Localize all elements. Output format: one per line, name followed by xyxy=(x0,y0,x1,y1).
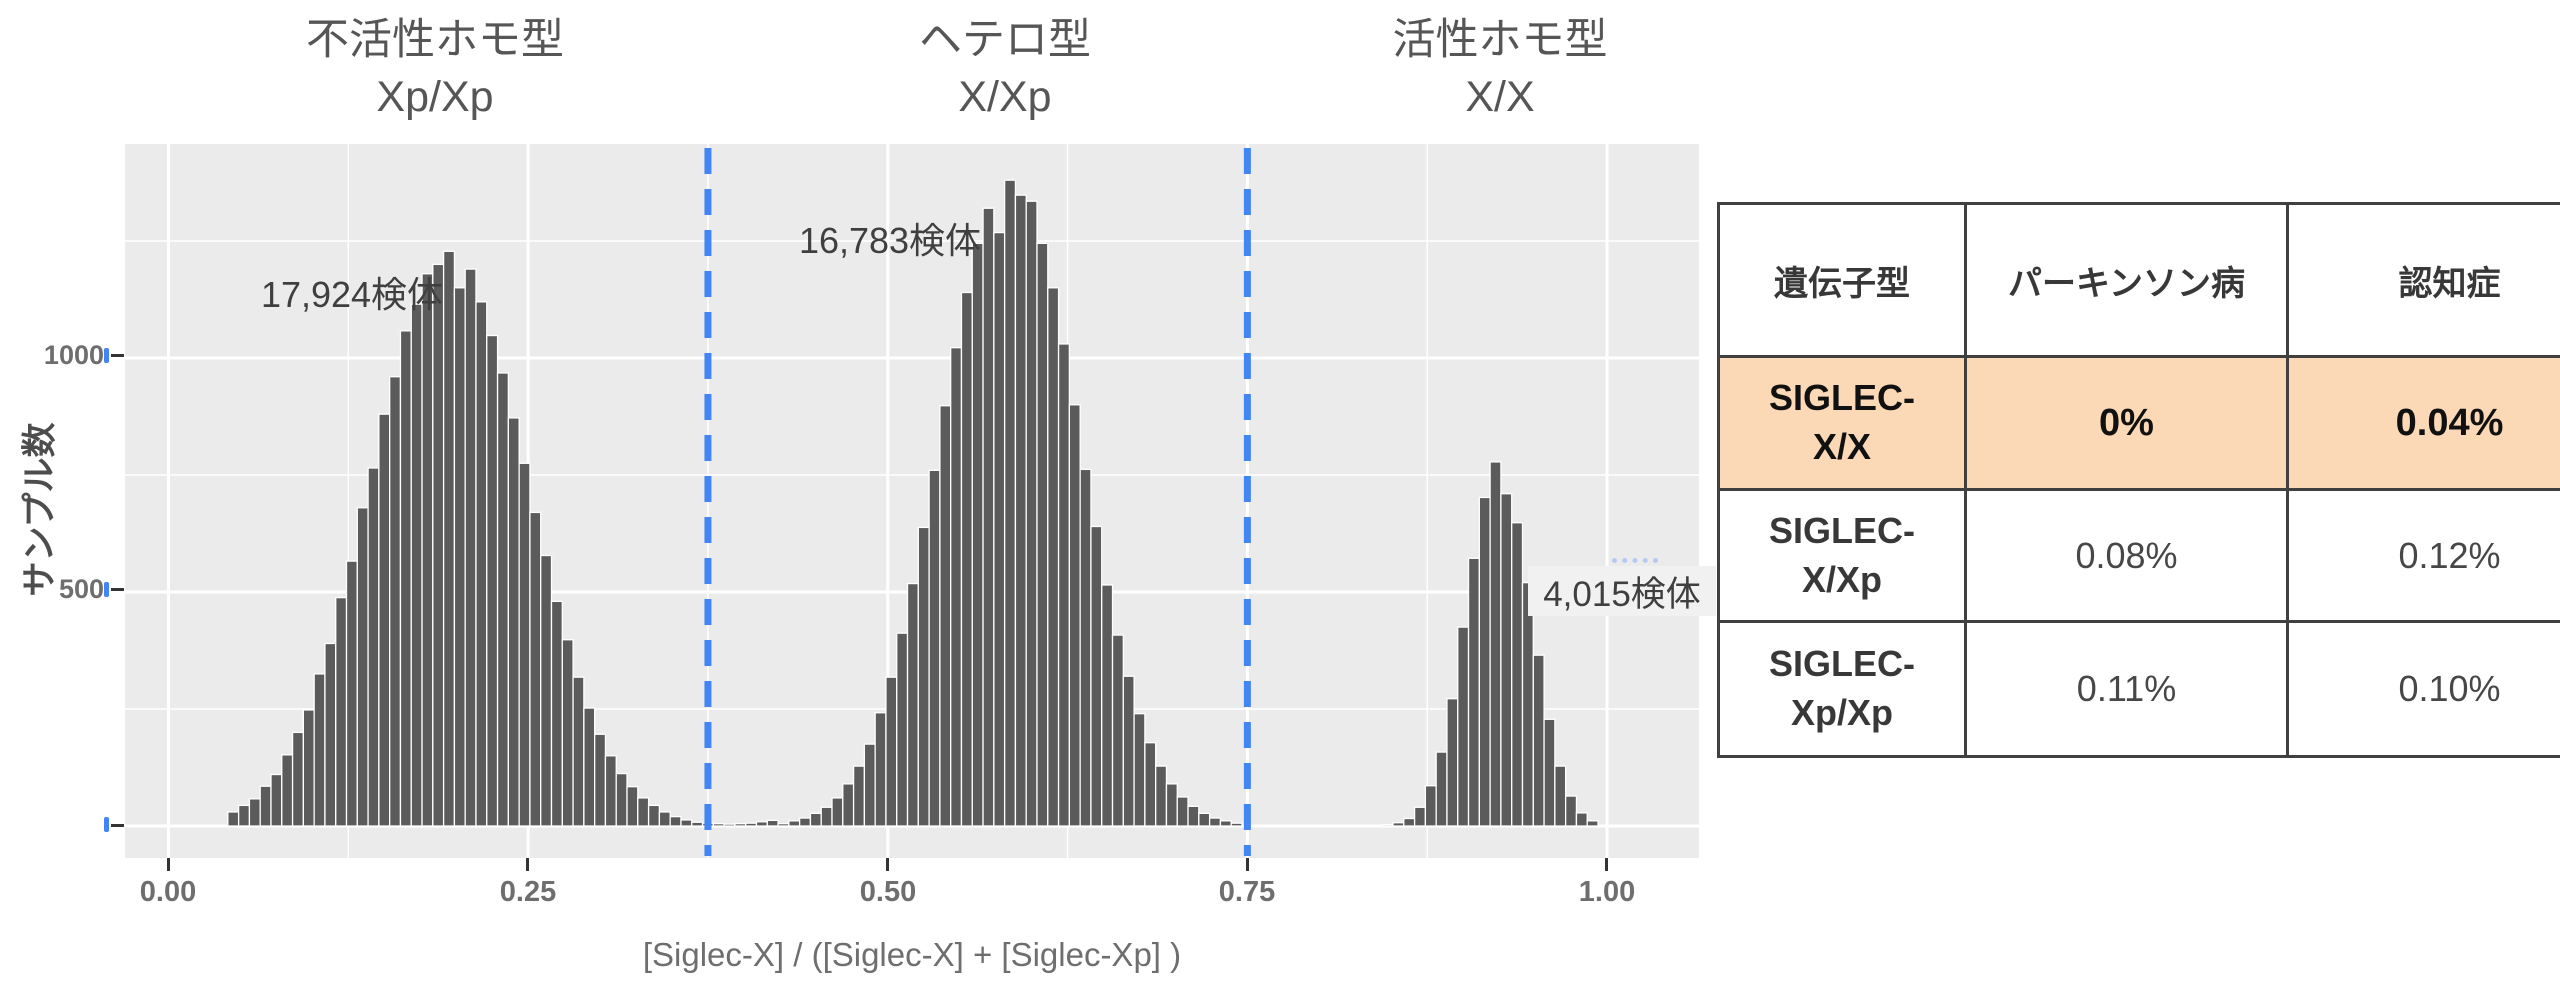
group-title-inactive-homozygote: 不活性ホモ型 Xp/Xp xyxy=(225,12,645,126)
cell-parkinson: 0.08% xyxy=(1964,488,2289,623)
cell-genotype: SIGLEC- Xp/Xp xyxy=(1717,620,1967,758)
y-tick-mark xyxy=(111,588,124,591)
dotted-line-artifact xyxy=(1612,558,1658,563)
threshold-dashed-lines xyxy=(704,148,1251,856)
y-tick-label-1000: 1000 xyxy=(43,340,104,370)
annotation-peak2-count: 16,783検体 xyxy=(798,220,982,261)
cell-dementia: 0.04% xyxy=(2286,355,2560,491)
genotype-line2: Xp/Xp xyxy=(1790,692,1893,733)
x-tick-label-000: 0.00 xyxy=(139,876,197,908)
x-tick-mark xyxy=(1246,858,1249,871)
x-tick-mark xyxy=(1605,858,1608,871)
group-title-line1: ヘテロ型 xyxy=(919,16,1091,64)
header-genotype: 遺伝子型 xyxy=(1717,202,1967,358)
table-row-siglec-xx: SIGLEC- X/X 0% 0.04% xyxy=(1717,355,2560,491)
table-header-row: 遺伝子型 パーキンソン病 認知症 xyxy=(1717,202,2560,358)
group-title-line1: 活性ホモ型 xyxy=(1392,16,1608,64)
y-tick-mark xyxy=(111,354,124,357)
genotype-line1: SIGLEC- xyxy=(1768,509,1915,551)
header-parkinson: パーキンソン病 xyxy=(1964,202,2289,358)
y-axis-blue-mark xyxy=(104,348,109,363)
histogram-svg xyxy=(125,144,1699,858)
cell-dementia: 0.10% xyxy=(2286,620,2560,758)
table-row-siglec-xxp: SIGLEC- X/Xp 0.08% 0.12% xyxy=(1717,488,2560,623)
group-title-line2: Xp/Xp xyxy=(376,72,494,121)
genotype-line2: X/Xp xyxy=(1801,558,1882,600)
y-tick-label-500: 500 xyxy=(58,574,104,604)
genotype-line1: SIGLEC- xyxy=(1768,377,1915,419)
genotype-line1: SIGLEC- xyxy=(1768,643,1915,685)
cell-dementia: 0.12% xyxy=(2286,488,2560,623)
cell-parkinson: 0% xyxy=(1964,355,2289,491)
group-title-heterozygote: ヘテロ型 X/Xp xyxy=(795,12,1215,126)
cell-genotype: SIGLEC- X/Xp xyxy=(1717,488,1967,623)
annotation-peak3-count: 4,015検体 xyxy=(1528,566,1716,616)
x-tick-mark xyxy=(526,858,529,871)
group-title-line1: 不活性ホモ型 xyxy=(306,16,564,64)
y-axis-blue-mark xyxy=(104,817,109,832)
table-row-siglec-xpxp: SIGLEC- Xp/Xp 0.11% 0.10% xyxy=(1717,620,2560,758)
y-tick-mark xyxy=(111,824,124,827)
genotype-risk-table: 遺伝子型 パーキンソン病 認知症 SIGLEC- X/X 0% 0.04% SI… xyxy=(1717,202,2560,758)
x-axis-title: [Siglec-X] / ([Siglec-X] + [Siglec-Xp] ) xyxy=(642,936,1182,973)
genotype-line2: X/X xyxy=(1812,426,1872,467)
group-title-active-homozygote: 活性ホモ型 X/X xyxy=(1290,12,1710,126)
y-axis-blue-mark xyxy=(104,582,109,597)
x-tick-label-075: 0.75 xyxy=(1218,876,1276,908)
x-tick-mark xyxy=(167,858,170,871)
cell-genotype: SIGLEC- X/X xyxy=(1717,355,1967,491)
histogram-bars xyxy=(227,179,1599,827)
annotation-peak3-text: 4,015検体 xyxy=(1543,574,1701,614)
x-tick-label-100: 1.00 xyxy=(1578,876,1636,908)
x-tick-label-025: 0.25 xyxy=(499,876,557,908)
group-title-line2: X/Xp xyxy=(958,72,1052,121)
x-tick-label-050: 0.50 xyxy=(859,876,917,908)
x-tick-mark xyxy=(886,858,889,871)
annotation-peak1-count: 17,924検体 xyxy=(260,274,444,315)
cell-parkinson: 0.11% xyxy=(1964,620,2289,758)
header-dementia: 認知症 xyxy=(2286,202,2560,358)
histogram-plot-panel xyxy=(125,144,1699,858)
group-title-line2: X/X xyxy=(1465,72,1535,121)
